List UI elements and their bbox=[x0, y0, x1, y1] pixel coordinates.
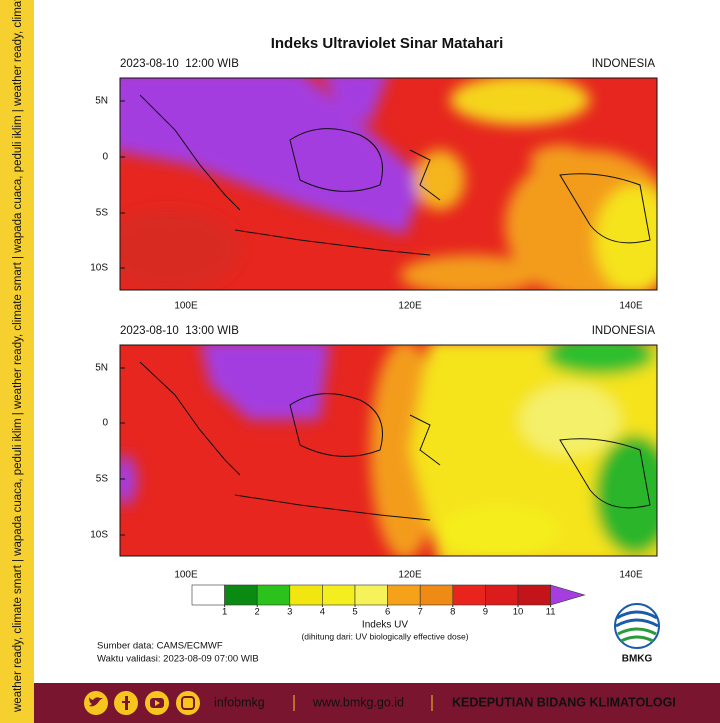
validity: Waktu validasi: 2023-08-09 07:00 WIB bbox=[97, 654, 259, 665]
colorbar-box bbox=[485, 584, 519, 606]
instagram-icon[interactable] bbox=[176, 691, 200, 715]
colorbar-box bbox=[224, 584, 258, 606]
sidebar-text: weather ready, climate smart | wapada cu… bbox=[12, 0, 24, 713]
colorbar-box bbox=[387, 584, 421, 606]
colorbar-box bbox=[322, 584, 356, 606]
colorbar-arrow bbox=[550, 584, 586, 606]
colorbar-box bbox=[191, 584, 225, 606]
footer-department: KEDEPUTIAN BIDANG KLIMATOLOGI bbox=[452, 695, 676, 709]
lat-label: 5N bbox=[95, 96, 108, 107]
lon-label: 140E bbox=[619, 301, 643, 312]
lat-label: 5N bbox=[95, 363, 108, 374]
colorbar-tick-label: 4 bbox=[320, 607, 325, 618]
bmkg-logo: BMKG bbox=[614, 603, 660, 665]
lon-label: 140E bbox=[619, 570, 643, 581]
logo-text: BMKG bbox=[622, 654, 653, 665]
colorbar-box bbox=[354, 584, 388, 606]
lat-label: 0 bbox=[102, 152, 108, 163]
colorbar-box bbox=[419, 584, 454, 606]
sidebar bbox=[0, 0, 34, 723]
colorbar-tick-label: 5 bbox=[352, 607, 357, 618]
panel-region: INDONESIA bbox=[592, 325, 656, 337]
colorbar-tick-label: 10 bbox=[513, 607, 524, 618]
lon-label: 100E bbox=[174, 570, 198, 581]
colorbar-tick-label: 1 bbox=[222, 607, 227, 618]
map-frame bbox=[119, 344, 658, 557]
uv-map-1300 bbox=[120, 345, 657, 556]
colorbar-box bbox=[289, 584, 323, 606]
footer bbox=[34, 683, 720, 723]
colorbar-tick-label: 6 bbox=[385, 607, 390, 618]
lat-label: 5S bbox=[96, 208, 109, 219]
lon-label: 100E bbox=[174, 301, 198, 312]
colorbar-label: Indeks UV bbox=[362, 620, 408, 631]
panel-region: INDONESIA bbox=[592, 58, 656, 70]
footer-website[interactable]: www.bmkg.go.id bbox=[312, 695, 404, 709]
lat-label: 10S bbox=[90, 530, 108, 541]
uv-map-1200 bbox=[120, 78, 657, 290]
lon-label: 120E bbox=[398, 570, 422, 581]
panel-datetime: 2023-08-10 13:00 WIB bbox=[120, 325, 239, 337]
panel-datetime: 2023-08-10 12:00 WIB bbox=[120, 58, 239, 70]
colorbar-tick-label: 8 bbox=[450, 607, 455, 618]
map-frame bbox=[119, 77, 658, 291]
colorbar-note: (dihitung dari: UV biologically effectiv… bbox=[301, 631, 468, 641]
colorbar-box bbox=[452, 584, 486, 606]
colorbar-box bbox=[256, 584, 291, 606]
lon-label: 120E bbox=[398, 301, 422, 312]
lat-label: 10S bbox=[90, 263, 108, 274]
lat-label: 0 bbox=[102, 418, 108, 429]
colorbar-tick-label: 9 bbox=[483, 607, 488, 618]
colorbar-tick-label: 7 bbox=[418, 607, 423, 618]
footer-handle[interactable]: infobmkg bbox=[214, 695, 265, 709]
lat-label: 5S bbox=[96, 474, 109, 485]
colorbar-box bbox=[517, 584, 551, 606]
title: Indeks Ultraviolet Sinar Matahari bbox=[271, 35, 504, 52]
colorbar-tick-label: 2 bbox=[255, 607, 260, 618]
colorbar-tick-label: 3 bbox=[287, 607, 292, 618]
source: Sumber data: CAMS/ECMWF bbox=[97, 641, 223, 652]
colorbar-tick-label: 11 bbox=[546, 607, 556, 618]
